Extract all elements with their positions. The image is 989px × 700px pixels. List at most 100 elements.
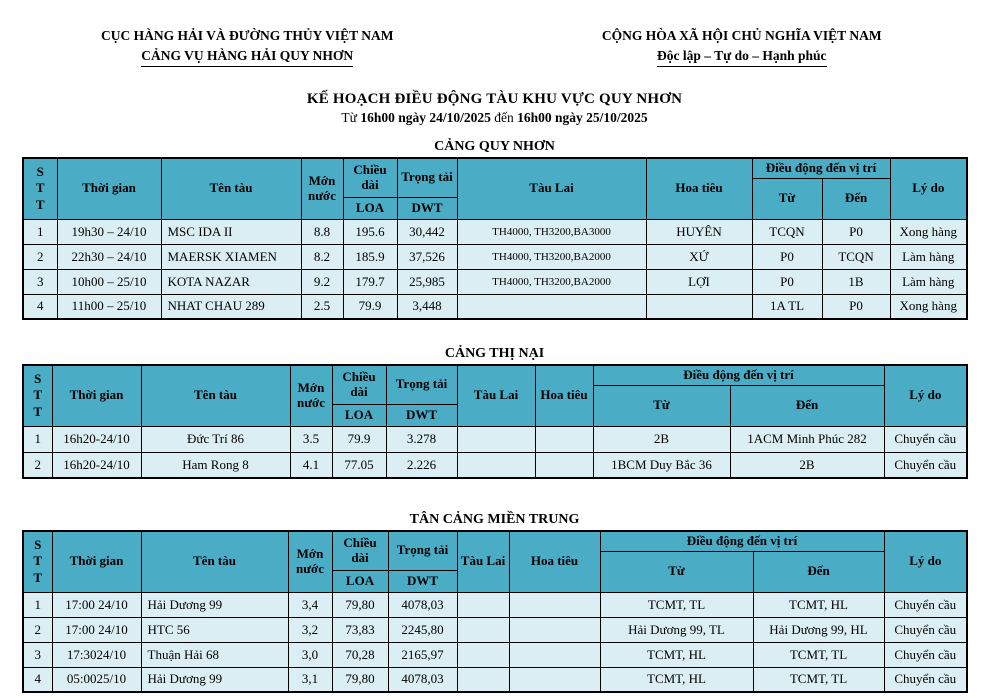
cell-tug: TH4000, TH3200,BA3000 — [456, 218, 647, 245]
cell-stt: 3 — [22, 641, 53, 668]
cell-tug: TH4000, TH3200,BA2000 — [456, 268, 647, 295]
table-row: 2 16h20-24/10 Ham Rong 8 4.1 77.05 2.226 1BCM … — [22, 451, 968, 479]
cell-draft: 9.2 — [300, 268, 344, 295]
cell-from: P0 — [751, 243, 823, 270]
cell-dwt: 4078,03 — [387, 666, 458, 693]
cell-time: 19h30 – 24/10 — [56, 218, 162, 245]
cell-reason: Chuyển cầu — [883, 591, 968, 618]
table-row: 3 17:3024/10 Thuận Hải 68 3,0 70,28 2165,97 TC… — [22, 641, 968, 668]
cell-pilot — [508, 641, 601, 668]
cell-ship: MSC IDA II — [160, 218, 302, 245]
cell-reason: Xong hàng — [889, 218, 968, 245]
col-header-loa: LOA — [342, 196, 398, 220]
cell-dwt: 30,442 — [396, 218, 458, 245]
col-header-ship: Tên tàu — [140, 530, 289, 593]
col-header-draft: Mớn nước — [289, 364, 333, 427]
col-header-pilot: Hoa tiêu — [645, 157, 753, 220]
table-row: 1 17:00 24/10 Hải Dương 99 3,4 79,80 4078,03 T… — [22, 591, 968, 618]
cell-ship: Đức Trí 86 — [140, 425, 291, 453]
col-header-stt: STT — [22, 364, 53, 427]
section-title-tan-cang: TÂN CẢNG MIỀN TRUNG — [409, 512, 580, 528]
cell-tug: TH4000, TH3200,BA2000 — [456, 243, 647, 270]
col-header-reason: Lý do — [889, 157, 968, 220]
country-name: CỘNG HÒA XÃ HỘI CHỦ NGHĨA VIỆT NAM — [601, 28, 882, 43]
cell-reason: Chuyển cầu — [883, 451, 968, 479]
cell-tug — [456, 641, 510, 668]
cell-tug — [456, 425, 536, 453]
col-header-tug: Tàu Lai — [456, 530, 510, 593]
cell-to: TCQN — [821, 243, 891, 270]
cell-stt: 2 — [22, 451, 53, 479]
cell-to: TCMT, HL — [752, 591, 885, 618]
cell-draft: 3.5 — [289, 425, 333, 453]
col-header-length: Chiều dài — [342, 157, 398, 198]
cell-from: 2B — [592, 425, 731, 453]
cell-to: TCMT, TL — [752, 666, 885, 693]
col-header-movement: Điều động đến vị trí — [751, 157, 891, 179]
cell-pilot — [508, 616, 601, 643]
cell-draft: 3,1 — [287, 666, 333, 693]
col-header-tonnage: Trọng tải — [385, 364, 458, 405]
cell-reason: Chuyển cầu — [883, 666, 968, 693]
cell-dwt: 3.278 — [385, 425, 458, 453]
col-header-reason: Lý do — [883, 530, 968, 593]
cell-time: 22h30 – 24/10 — [56, 243, 162, 270]
col-header-to: Đến — [752, 550, 885, 593]
col-header-to: Đến — [729, 384, 885, 427]
col-header-stt: STT — [22, 157, 58, 220]
agency-name: CẢNG VỤ HÀNG HẢI QUY NHƠN — [141, 46, 354, 68]
cell-tug — [456, 451, 536, 479]
cell-ship: MAERSK XIAMEN — [160, 243, 302, 270]
cell-loa: 79,80 — [331, 591, 389, 618]
cell-dwt: 2245,80 — [387, 616, 458, 643]
cell-to: TCMT, TL — [752, 641, 885, 668]
cell-dwt: 2.226 — [385, 451, 458, 479]
cell-from: TCQN — [751, 218, 823, 245]
cell-stt: 1 — [22, 591, 53, 618]
col-header-draft: Mớn nước — [300, 157, 344, 220]
page-title: KẾ HOẠCH ĐIỀU ĐỘNG TÀU KHU VỰC QUY NHƠN — [306, 91, 683, 108]
cell-from: TCMT, HL — [599, 666, 754, 693]
cell-to: 1B — [821, 268, 891, 295]
cell-pilot — [645, 293, 753, 320]
cell-ship: KOTA NAZAR — [160, 268, 302, 295]
col-header-length: Chiều dài — [331, 364, 387, 405]
cell-from: TCMT, TL — [599, 591, 754, 618]
cell-draft: 4.1 — [289, 451, 333, 479]
cell-dwt: 25,985 — [396, 268, 458, 295]
cell-pilot — [534, 425, 594, 453]
cell-dwt: 4078,03 — [387, 591, 458, 618]
cell-from: 1A TL — [751, 293, 823, 320]
cell-loa: 79.9 — [342, 293, 398, 320]
cell-loa: 179.7 — [342, 268, 398, 295]
cell-reason: Làm hàng — [889, 243, 968, 270]
cell-time: 11h00 – 25/10 — [56, 293, 162, 320]
issuing-agency-block: CỤC HÀNG HẢI VÀ ĐƯỜNG THỦY VIỆT NAM CẢNG… — [0, 26, 495, 68]
col-header-dwt: DWT — [385, 403, 458, 427]
col-header-to: Đến — [821, 177, 891, 220]
col-header-length: Chiều dài — [331, 530, 389, 571]
cell-from: Hải Dương 99, TL — [599, 616, 754, 643]
date-range-end: 16h00 ngày 25/10/2025 — [517, 110, 648, 126]
national-motto: Độc lập – Tự do – Hạnh phúc — [656, 46, 827, 68]
col-header-time: Thời gian — [51, 364, 142, 427]
cell-stt: 1 — [22, 425, 53, 453]
col-header-reason: Lý do — [883, 364, 968, 427]
cell-to: P0 — [821, 218, 891, 245]
agency-parent-name: CỤC HÀNG HẢI VÀ ĐƯỜNG THỦY VIỆT NAM — [101, 28, 394, 43]
col-header-from: Từ — [599, 550, 754, 593]
cell-dwt: 3,448 — [396, 293, 458, 320]
table-row: 1 16h20-24/10 Đức Trí 86 3.5 79.9 3.278 2B 1ACM… — [22, 425, 968, 453]
cell-ship: Thuận Hải 68 — [140, 641, 289, 668]
cell-draft: 8.8 — [300, 218, 344, 245]
cell-loa: 70,28 — [331, 641, 389, 668]
national-header: CỤC HÀNG HẢI VÀ ĐƯỜNG THỦY VIỆT NAM CẢNG… — [0, 0, 989, 68]
cell-to: P0 — [821, 293, 891, 320]
table-row: 3 10h00 – 25/10 KOTA NAZAR 9.2 179.7 25,985 TH… — [22, 268, 968, 295]
cell-dwt: 37,526 — [396, 243, 458, 270]
table-quy-nhon: STT Thời gian Tên tàu Mớn nước Chiều dài… — [22, 157, 969, 321]
cell-reason: Xong hàng — [889, 293, 968, 320]
cell-loa: 77.05 — [331, 451, 387, 479]
cell-from: P0 — [751, 268, 823, 295]
cell-time: 10h00 – 25/10 — [56, 268, 162, 295]
